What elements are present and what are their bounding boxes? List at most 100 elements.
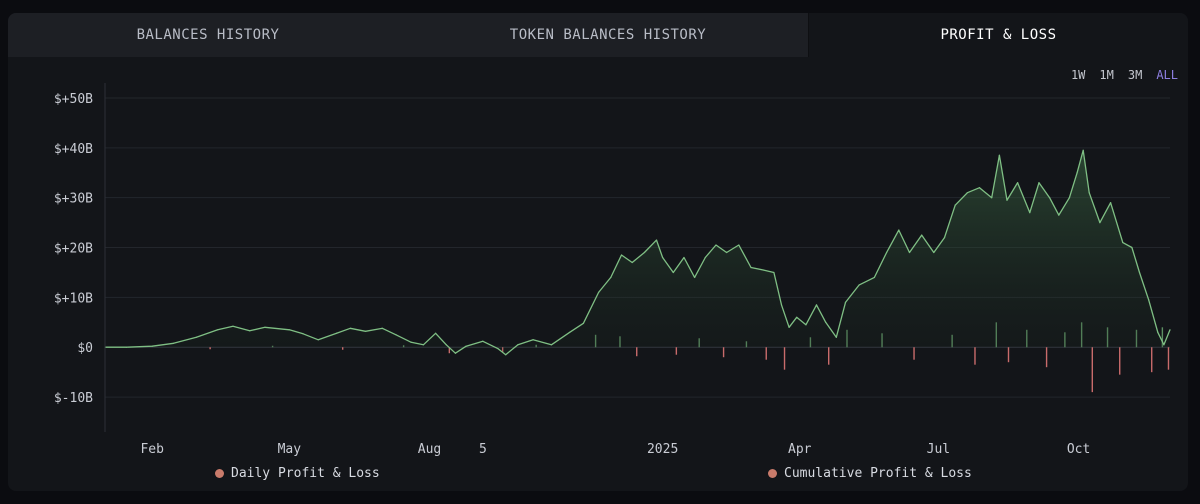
cumulative-point bbox=[1122, 241, 1124, 244]
cumulative-point bbox=[1131, 246, 1133, 249]
cumulative-point bbox=[288, 329, 290, 331]
range-all-button[interactable]: ALL bbox=[1156, 68, 1178, 82]
cumulative-point bbox=[1082, 149, 1084, 151]
cumulative-point bbox=[598, 291, 600, 294]
cumulative-point bbox=[1157, 331, 1159, 333]
cumulative-point bbox=[873, 276, 876, 279]
cumulative-point bbox=[1017, 182, 1019, 184]
tab-token-balances-history[interactable]: TOKEN BALANCES HISTORY bbox=[408, 13, 809, 57]
cumulative-point bbox=[1029, 212, 1031, 214]
cumulative-point bbox=[1169, 329, 1171, 331]
cumulative-point bbox=[672, 271, 674, 274]
cumulative-point bbox=[364, 330, 367, 332]
cumulative-point bbox=[610, 276, 612, 279]
cumulative-point bbox=[683, 256, 685, 259]
cumulative-point bbox=[195, 336, 198, 338]
cumulative-point bbox=[1163, 344, 1165, 346]
cumulative-line bbox=[105, 149, 1171, 356]
cumulative-point bbox=[694, 276, 696, 279]
cumulative-point bbox=[217, 329, 219, 331]
legend-cumulative[interactable]: Cumulative Profit & Loss bbox=[768, 466, 972, 481]
tab-profit-loss[interactable]: PROFIT & LOSS bbox=[809, 13, 1188, 57]
cumulative-point bbox=[410, 341, 412, 343]
cumulative-point bbox=[172, 342, 175, 344]
cumulative-point bbox=[532, 339, 534, 341]
cumulative-point bbox=[773, 271, 775, 274]
cumulative-point bbox=[1088, 192, 1090, 194]
cumulative-point bbox=[998, 154, 1000, 156]
cumulative-point bbox=[933, 251, 935, 254]
cumulative-point bbox=[655, 239, 658, 241]
cumulative-point bbox=[482, 340, 484, 342]
cumulative-point bbox=[631, 261, 633, 264]
cumulative-point bbox=[750, 266, 752, 269]
cumulative-point bbox=[317, 339, 319, 341]
cumulative-point bbox=[582, 322, 585, 324]
legend: Daily Profit & Loss Cumulative Profit & … bbox=[8, 466, 1188, 484]
cumulative-point bbox=[454, 352, 457, 354]
cumulative-point bbox=[844, 301, 847, 303]
x-tick-label: 2025 bbox=[647, 442, 678, 457]
legend-daily[interactable]: Daily Profit & Loss bbox=[215, 466, 380, 481]
cumulative-area bbox=[104, 149, 1171, 356]
cumulative-point bbox=[780, 304, 783, 306]
cumulative-point bbox=[497, 348, 499, 350]
cumulative-point bbox=[335, 332, 338, 334]
cumulative-point bbox=[1068, 197, 1071, 199]
cumulative-point bbox=[991, 197, 993, 199]
cumulative-point bbox=[232, 325, 234, 327]
legend-cumulative-dot-icon bbox=[768, 469, 777, 478]
cumulative-point bbox=[908, 251, 911, 254]
legend-daily-dot-icon bbox=[215, 469, 224, 478]
x-tick-label: May bbox=[278, 442, 302, 457]
cumulative-point bbox=[1049, 197, 1051, 199]
cumulative-point bbox=[620, 254, 623, 256]
y-tick-label: $+20B bbox=[54, 242, 93, 257]
cumulative-point bbox=[954, 204, 956, 206]
cumulative-point bbox=[302, 333, 304, 335]
cumulative-point bbox=[505, 354, 507, 356]
range-1m-button[interactable]: 1M bbox=[1099, 68, 1114, 82]
cumulative-point bbox=[805, 324, 807, 326]
cumulative-point bbox=[704, 256, 706, 259]
legend-cumulative-label: Cumulative Profit & Loss bbox=[784, 466, 972, 481]
cumulative-point bbox=[349, 327, 351, 329]
cumulative-point bbox=[1099, 222, 1101, 224]
cumulative-point bbox=[886, 251, 888, 254]
cumulative-point bbox=[465, 345, 467, 347]
tab-balances-history[interactable]: BALANCES HISTORY bbox=[8, 13, 408, 57]
x-tick-label: Feb bbox=[140, 442, 164, 457]
cumulative-point bbox=[1038, 182, 1040, 184]
cumulative-area-fill bbox=[105, 150, 1170, 355]
cumulative-point bbox=[643, 251, 645, 254]
cumulative-point bbox=[395, 334, 397, 336]
y-tick-label: $+10B bbox=[54, 291, 93, 306]
legend-daily-label: Daily Profit & Loss bbox=[231, 466, 380, 481]
cumulative-point bbox=[435, 332, 437, 334]
y-tick-label: $+40B bbox=[54, 142, 93, 157]
cumulative-point bbox=[1058, 214, 1060, 216]
range-3m-button[interactable]: 3M bbox=[1127, 68, 1143, 82]
cumulative-point bbox=[921, 234, 923, 236]
y-tick-label: $+50B bbox=[54, 92, 93, 107]
cumulative-point bbox=[943, 236, 946, 239]
cumulative-point bbox=[550, 344, 553, 346]
cumulative-point bbox=[264, 326, 266, 328]
cumulative-point bbox=[978, 187, 981, 189]
cumulative-point bbox=[796, 316, 798, 318]
cumulative-point bbox=[422, 344, 425, 346]
cumulative-point bbox=[825, 321, 827, 323]
range-selector: 1W 1M 3M ALL bbox=[1071, 68, 1178, 82]
cumulative-point bbox=[715, 244, 717, 246]
pnl-panel: BALANCES HISTORY TOKEN BALANCES HISTORY … bbox=[8, 13, 1188, 491]
cumulative-point bbox=[858, 284, 860, 286]
cumulative-point bbox=[662, 256, 664, 259]
cumulative-point bbox=[788, 326, 790, 328]
x-tick-label: Oct bbox=[1067, 442, 1090, 457]
x-tick-label: Apr bbox=[788, 442, 812, 457]
cumulative-point bbox=[151, 345, 153, 347]
y-tick-label: $0 bbox=[77, 341, 93, 356]
range-1w-button[interactable]: 1W bbox=[1070, 68, 1086, 82]
cumulative-point bbox=[381, 327, 383, 329]
cumulative-point bbox=[1109, 202, 1112, 204]
